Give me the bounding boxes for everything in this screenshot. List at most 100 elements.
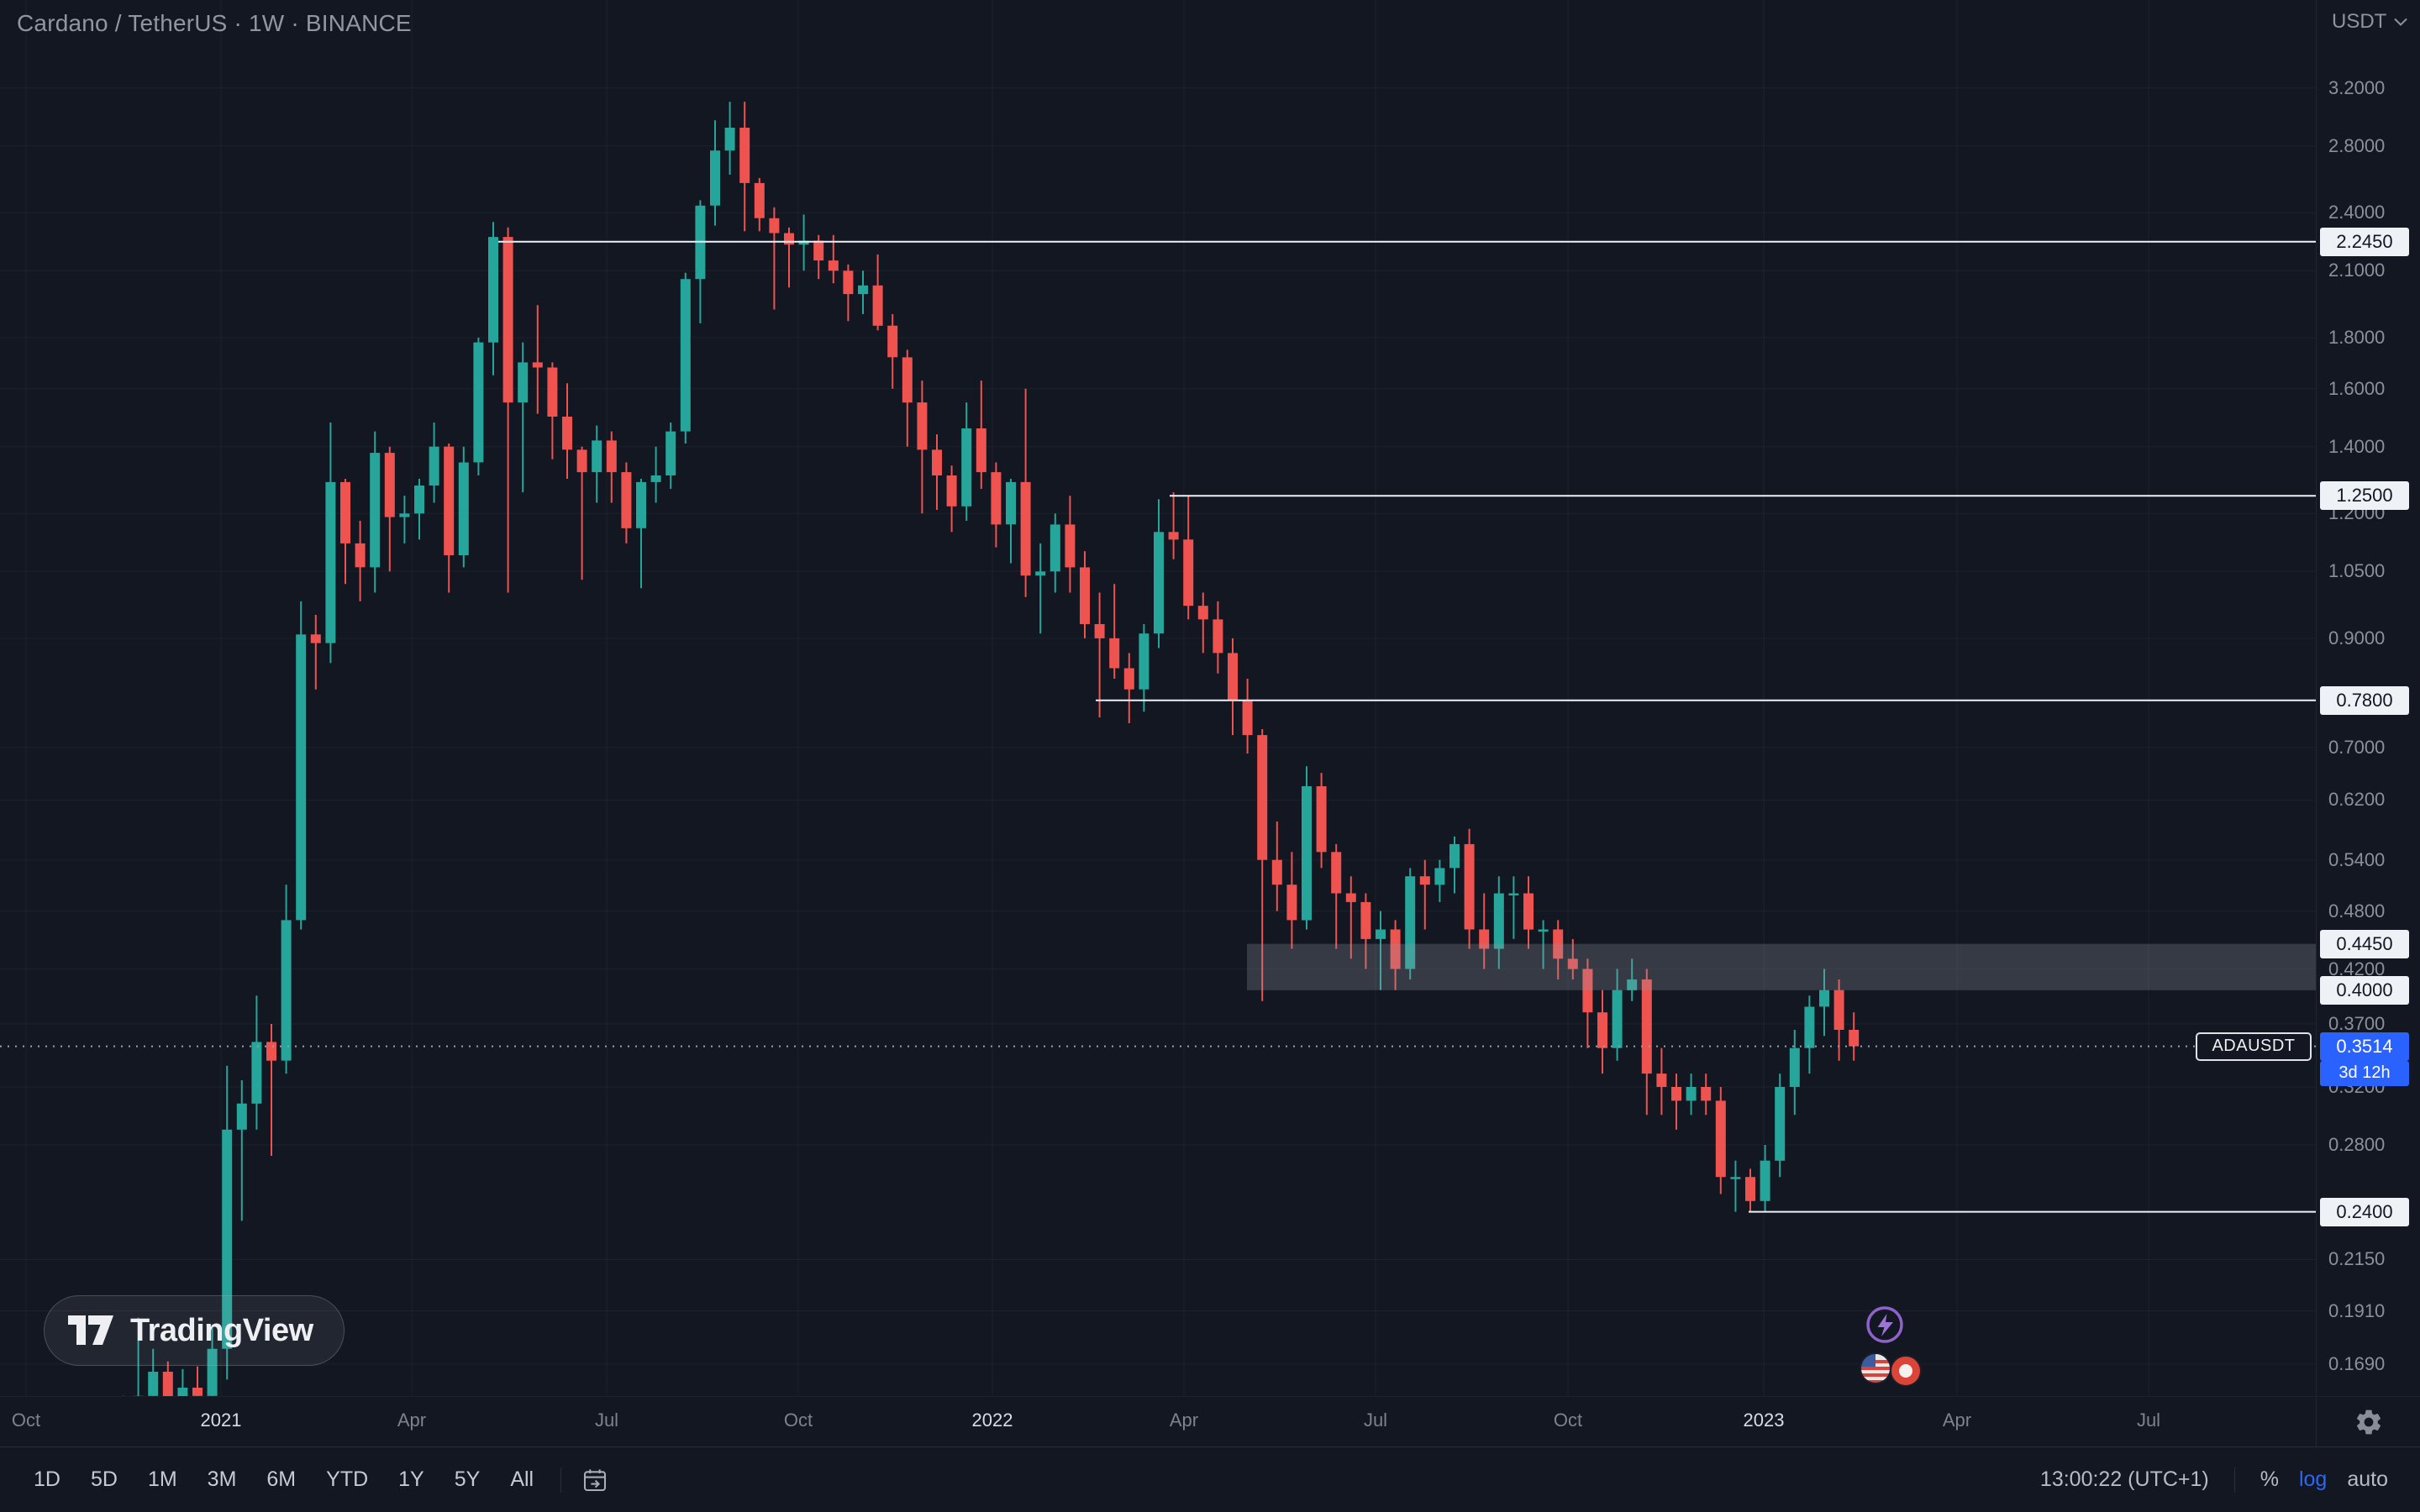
tradingview-watermark[interactable]: TradingView — [44, 1295, 345, 1366]
candle-body — [192, 1388, 203, 1396]
range-button-3m[interactable]: 3M — [196, 1461, 249, 1499]
candle-body — [266, 1042, 276, 1061]
price-tick-label: 0.4200 — [2328, 958, 2386, 979]
candle-body — [1316, 786, 1327, 853]
chart-pane[interactable]: Cardano / TetherUS · 1W · BINANCE ADAUSD… — [0, 0, 2316, 1396]
candle-body — [1641, 979, 1652, 1074]
candle-body — [1493, 893, 1504, 949]
chart-stickers — [1854, 1305, 1946, 1396]
candle-body — [1139, 633, 1150, 690]
candle-body — [1302, 786, 1312, 921]
price-axis[interactable]: USDT 3.2000 2.8000 2.4000 2.1000 1.8000 1.600… — [2316, 0, 2420, 1396]
candle-body — [1271, 859, 1282, 885]
candle-body — [310, 634, 321, 643]
candle-body — [1464, 843, 1475, 930]
range-button-all[interactable]: All — [498, 1461, 545, 1499]
range-button-1d[interactable]: 1D — [22, 1461, 72, 1499]
candle-body — [1745, 1177, 1755, 1201]
candle-body — [1479, 929, 1490, 949]
candle-body — [1080, 567, 1090, 624]
candle-body — [680, 279, 691, 432]
candle-body — [473, 342, 484, 463]
chevron-down-icon — [2394, 18, 2408, 26]
price-tick-label: 0.4800 — [2328, 900, 2386, 921]
candle-body — [429, 446, 439, 486]
symbol-title: Cardano / TetherUS · 1W · BINANCE — [17, 10, 412, 36]
candle-body — [1123, 668, 1134, 690]
price-tick-label: 0.3700 — [2328, 1013, 2386, 1034]
candle-body — [843, 270, 854, 295]
bar-countdown-label: 3d 12h — [2320, 1060, 2409, 1086]
candle-body — [562, 417, 572, 450]
tradingview-wordmark: TradingView — [130, 1312, 313, 1348]
price-tick-label: 2.8000 — [2328, 134, 2386, 156]
candle-body — [1508, 893, 1519, 895]
auto-scale-button[interactable]: auto — [2337, 1461, 2398, 1499]
candle-body — [606, 440, 617, 473]
price-level-label: 0.4000 — [2320, 975, 2409, 1005]
candle-body — [414, 486, 424, 514]
price-tick-label: 1.4000 — [2328, 435, 2386, 457]
time-axis-label: 2021 — [200, 1410, 242, 1431]
candle-body — [1804, 1006, 1815, 1048]
clock-timezone-button[interactable]: 13:00:22 (UTC+1) — [2030, 1461, 2219, 1499]
price-tick-label: 0.7000 — [2328, 736, 2386, 758]
price-tick-label: 3.2000 — [2328, 76, 2386, 98]
candle-body — [1730, 1177, 1741, 1179]
candle-body — [1345, 893, 1356, 902]
candle-body — [1109, 638, 1120, 669]
candle-body — [236, 1103, 247, 1130]
candle-body — [1553, 929, 1564, 959]
currency-selector[interactable]: USDT — [2332, 10, 2408, 34]
settings-gear-icon[interactable] — [2354, 1407, 2384, 1437]
time-axis-label: 2023 — [1743, 1410, 1785, 1431]
candle-body — [1789, 1047, 1800, 1087]
candle-body — [991, 472, 1002, 525]
axis-corner — [2316, 1396, 2420, 1446]
range-button-5d[interactable]: 5D — [79, 1461, 129, 1499]
candle-body — [1582, 969, 1593, 1013]
candle-body — [946, 475, 957, 507]
range-button-1y[interactable]: 1Y — [387, 1461, 436, 1499]
time-axis-label: Apr — [1169, 1410, 1199, 1431]
candle-body — [1183, 539, 1194, 606]
range-button-1m[interactable]: 1M — [136, 1461, 189, 1499]
candle-body — [1819, 990, 1829, 1007]
candle-body — [281, 920, 292, 1061]
log-scale-button[interactable]: log — [2289, 1461, 2337, 1499]
range-button-6m[interactable]: 6M — [255, 1461, 308, 1499]
range-button-5y[interactable]: 5Y — [443, 1461, 492, 1499]
candle-body — [754, 182, 765, 218]
candle-body — [592, 440, 602, 473]
lightning-sticker-icon[interactable] — [1865, 1305, 1905, 1349]
candle-body — [1286, 885, 1297, 921]
candle-body — [1154, 532, 1164, 634]
time-axis-label: Oct — [11, 1410, 41, 1431]
candlestick-chart[interactable] — [0, 0, 2316, 1396]
candle-body — [488, 237, 498, 343]
candle-body — [1065, 524, 1076, 568]
candle-body — [1419, 876, 1430, 885]
candle-body — [1360, 901, 1371, 939]
time-axis-label: Oct — [1553, 1410, 1583, 1431]
price-tick-label: 0.5400 — [2328, 848, 2386, 870]
go-to-date-button[interactable] — [576, 1462, 613, 1499]
supply-zone-rectangle[interactable] — [1247, 943, 2316, 990]
candle-body — [961, 428, 972, 507]
candle-body — [1050, 524, 1060, 572]
time-axis-label: Oct — [783, 1410, 813, 1431]
candle-body — [1168, 532, 1179, 540]
candle-body — [1701, 1087, 1712, 1101]
candle-body — [1213, 619, 1223, 654]
candle-body — [399, 513, 410, 517]
range-button-ytd[interactable]: YTD — [314, 1461, 380, 1499]
price-tick-label: 0.6200 — [2328, 789, 2386, 811]
candle-body — [828, 260, 839, 271]
candle-body — [502, 237, 513, 403]
candle-body — [222, 1129, 233, 1349]
price-tick-label: 0.1910 — [2328, 1299, 2386, 1321]
flags-sticker-icon[interactable] — [1854, 1348, 1931, 1396]
time-axis[interactable]: Oct 2021 Apr Jul Oct 2022 Apr Jul Oct 2023 Apr Jul — [0, 1396, 2316, 1446]
percent-scale-button[interactable]: % — [2250, 1461, 2289, 1499]
